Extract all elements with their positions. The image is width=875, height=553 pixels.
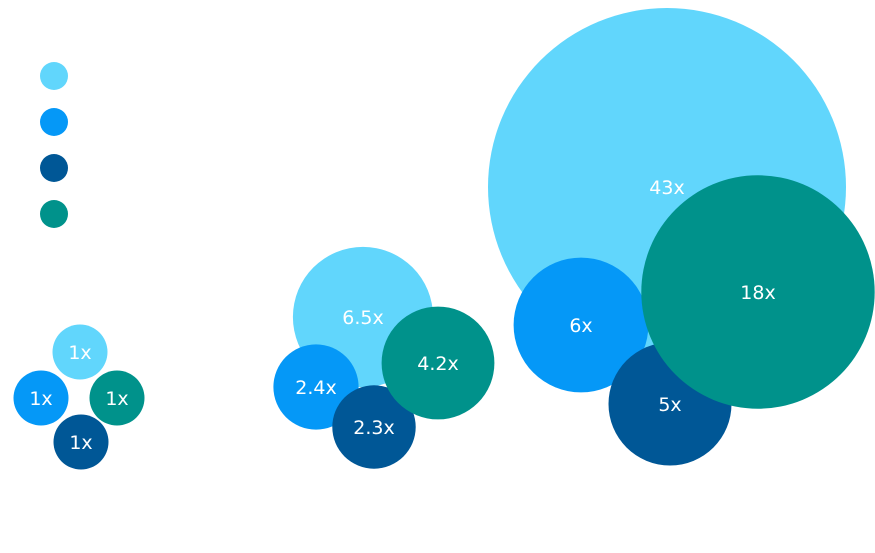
legend-swatch-1 [40, 62, 68, 90]
bubble-label-3-2: 6x [569, 315, 592, 337]
bubble-2-4 [381, 306, 495, 420]
bubble-3-2 [513, 257, 649, 393]
legend-swatch-3 [40, 154, 68, 182]
bubble-group-1: 1x 1x 1x 1x [13, 324, 145, 470]
bubble-label-3-4: 18x [740, 282, 775, 304]
bubble-1-3 [89, 370, 145, 426]
bubble-1-4 [53, 414, 109, 470]
bubble-label-2-2: 2.4x [295, 377, 336, 399]
bubble-1-2 [13, 370, 69, 426]
bubble-group-3: 43x 6x 5x 18x [488, 8, 875, 466]
bubble-label-2-4: 4.2x [417, 353, 458, 375]
bubble-label-2-3: 2.3x [353, 417, 394, 439]
legend-swatch-2 [40, 108, 68, 136]
bubble-group-2: 6.5x 2.4x 2.3x 4.2x [273, 246, 495, 469]
bubble-label-2-1: 6.5x [342, 307, 383, 329]
legend-swatch-4 [40, 200, 68, 228]
bubble-3-4 [641, 175, 875, 409]
bubble-2-3 [332, 385, 416, 469]
bubble-label-1-3: 1x [105, 388, 128, 410]
bubble-label-3-3: 5x [658, 394, 681, 416]
bubble-1-1 [52, 324, 108, 380]
bubble-label-1-2: 1x [29, 388, 52, 410]
bubble-label-1-1: 1x [68, 342, 91, 364]
bubble-label-3-1: 43x [649, 177, 684, 199]
bubble-label-1-4: 1x [69, 432, 92, 454]
